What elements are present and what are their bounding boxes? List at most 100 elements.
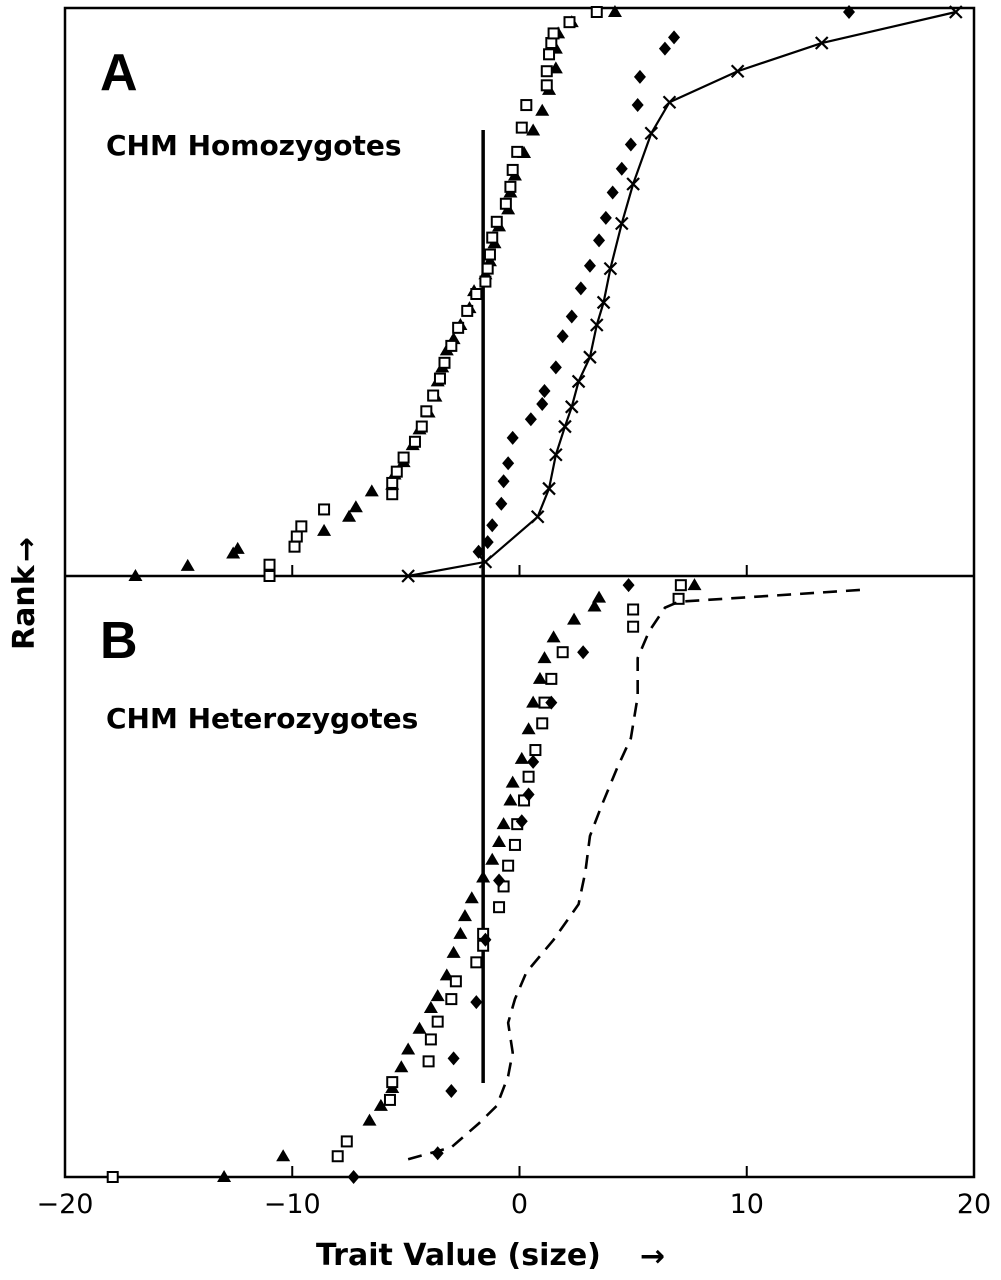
x-tick-label: 20 — [957, 1189, 991, 1220]
diamond-point — [495, 496, 508, 511]
x-axis-label: Trait Value (size) — [316, 1238, 601, 1273]
open-square-point — [508, 838, 521, 851]
open-square-point — [479, 275, 492, 288]
x-point — [549, 447, 563, 462]
x-point — [542, 481, 556, 496]
panel-a-title: CHM Homozygotes — [106, 129, 402, 162]
open-square-point — [520, 99, 533, 112]
x-point — [662, 95, 677, 110]
triangle-point — [446, 945, 461, 958]
open-square-point — [493, 901, 506, 914]
diamond-point — [599, 210, 612, 225]
x-point — [614, 216, 629, 231]
open-square-point — [106, 1171, 119, 1183]
x-axis-arrow-icon: → — [640, 1239, 665, 1274]
open-square-point — [483, 248, 496, 261]
triangle-point — [180, 558, 195, 571]
triangle-point — [362, 1113, 377, 1126]
diamond-point — [622, 578, 635, 593]
data-marks — [106, 5, 963, 1184]
open-square-point — [415, 420, 428, 433]
x-point-stroke — [564, 400, 579, 414]
diamond-point — [556, 329, 569, 344]
x-point-stroke — [603, 261, 618, 276]
x-point — [730, 64, 745, 78]
open-square-point — [390, 465, 403, 478]
x-point-stroke — [542, 481, 556, 496]
open-square-point — [627, 603, 640, 616]
plot-frame — [63, 6, 976, 1179]
open-square-point — [504, 180, 517, 193]
diamond-point — [606, 185, 619, 200]
open-square-point — [449, 975, 462, 988]
diamond-point — [527, 754, 540, 769]
diamond-point — [549, 360, 562, 375]
triangle-point — [423, 1000, 438, 1013]
diamond-point — [843, 5, 856, 19]
diamond-point — [472, 544, 485, 559]
open-square-point — [529, 744, 542, 757]
open-square-point — [486, 231, 499, 244]
open-square-point — [563, 16, 576, 29]
open-square-point — [470, 288, 483, 300]
open-square-point — [408, 435, 421, 448]
triangle-point — [514, 751, 529, 764]
x-point-stroke — [644, 126, 659, 141]
open-square-point — [433, 372, 446, 385]
diamond-point — [479, 932, 492, 947]
x-point-stroke — [571, 374, 586, 389]
diamond-point — [493, 873, 506, 888]
diamond-point — [522, 787, 535, 802]
triangle-point — [503, 793, 518, 806]
open-square-point — [420, 405, 433, 418]
x-point-stroke — [589, 318, 604, 332]
diamond-point — [524, 412, 537, 427]
x-point-stroke — [949, 5, 963, 19]
y-axis-label: Rank — [7, 564, 42, 650]
open-square-point — [386, 476, 399, 489]
diamond-point — [574, 281, 587, 296]
x-point-stroke — [614, 216, 629, 231]
diamond-point — [624, 137, 637, 152]
triangle-point — [521, 722, 536, 735]
triangle-point — [364, 484, 379, 497]
open-square-point — [438, 356, 451, 369]
x-point — [949, 5, 963, 19]
open-square-point — [545, 672, 558, 685]
diamond-point — [497, 474, 510, 489]
open-square-point — [590, 6, 603, 18]
diamond-point — [668, 30, 681, 45]
open-square-point — [490, 215, 503, 228]
x-point-stroke — [596, 295, 611, 310]
x-point-stroke — [626, 177, 640, 191]
triangle-point — [230, 541, 245, 554]
diamond-point — [631, 98, 644, 113]
x-axis-ticks: −20 −10 0 10 20 — [37, 565, 991, 1220]
triangle-point — [687, 578, 702, 591]
open-square-point — [340, 1135, 353, 1148]
dashed-series-line — [407, 588, 861, 1161]
open-square-point — [522, 770, 535, 783]
diamond-point — [470, 995, 483, 1010]
open-square-point — [470, 956, 483, 969]
triangle-point — [526, 695, 541, 708]
triangle-point — [276, 1149, 291, 1162]
open-square-point — [511, 145, 524, 158]
triangle-point — [535, 103, 550, 116]
open-square-point — [536, 717, 549, 730]
open-square-point — [547, 27, 560, 40]
open-square-point — [290, 530, 303, 543]
open-square-point — [506, 163, 519, 176]
x-point — [596, 295, 611, 310]
open-square-point — [627, 620, 640, 633]
triangle-point — [496, 817, 511, 830]
triangle-point — [217, 1170, 232, 1182]
y-axis-arrow-icon: → — [9, 537, 44, 562]
diamond-point — [538, 384, 551, 399]
open-square-point — [386, 1076, 399, 1089]
x-point-stroke — [530, 510, 545, 524]
open-square-point — [499, 197, 512, 210]
open-square-point — [422, 1055, 435, 1068]
triangle-point — [505, 775, 520, 788]
triangle-point — [532, 671, 547, 684]
